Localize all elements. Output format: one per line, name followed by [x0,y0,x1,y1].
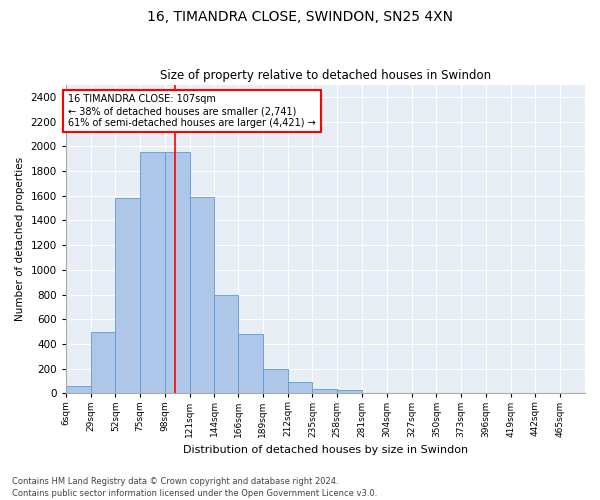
X-axis label: Distribution of detached houses by size in Swindon: Distribution of detached houses by size … [183,445,468,455]
Bar [288,382,313,394]
Bar [91,332,115,394]
Text: 16, TIMANDRA CLOSE, SWINDON, SN25 4XN: 16, TIMANDRA CLOSE, SWINDON, SN25 4XN [147,10,453,24]
Text: 16 TIMANDRA CLOSE: 107sqm
← 38% of detached houses are smaller (2,741)
61% of se: 16 TIMANDRA CLOSE: 107sqm ← 38% of detac… [68,94,316,128]
Bar [263,370,288,394]
Y-axis label: Number of detached properties: Number of detached properties [15,157,25,321]
Text: Contains HM Land Registry data © Crown copyright and database right 2024.
Contai: Contains HM Land Registry data © Crown c… [12,476,377,498]
Bar [313,389,337,394]
Bar [115,198,140,394]
Bar [190,197,214,394]
Bar [214,294,238,394]
Bar [140,152,165,394]
Bar [66,386,91,394]
Bar [337,390,362,394]
Bar [165,152,190,394]
Bar [238,334,263,394]
Title: Size of property relative to detached houses in Swindon: Size of property relative to detached ho… [160,69,491,82]
